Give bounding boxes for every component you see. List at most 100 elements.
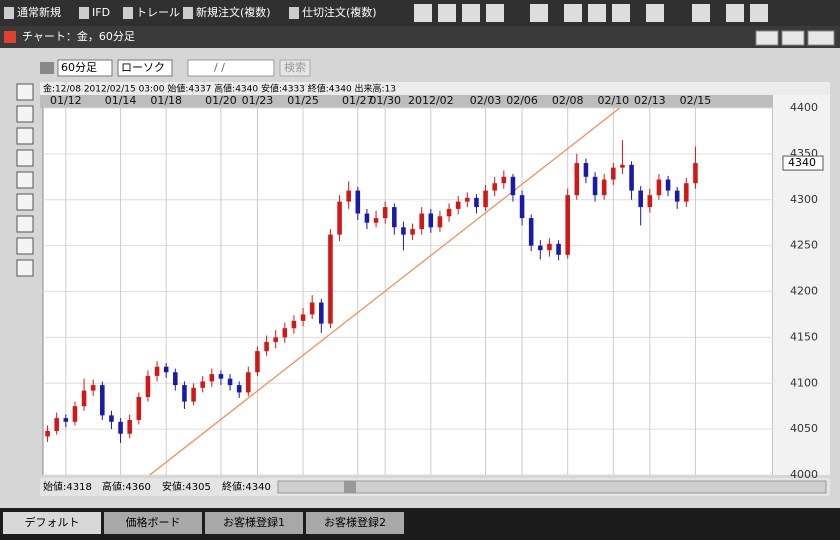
side-tool[interactable] bbox=[16, 171, 34, 189]
restore-button[interactable] bbox=[781, 30, 805, 46]
minimize-button[interactable] bbox=[755, 30, 779, 46]
x-tick-label: 01/25 bbox=[287, 94, 319, 107]
side-tool[interactable] bbox=[16, 215, 34, 233]
candle-body bbox=[255, 351, 260, 373]
tool-button[interactable] bbox=[530, 4, 548, 22]
tab[interactable] bbox=[306, 512, 404, 534]
tool-button[interactable] bbox=[414, 4, 432, 22]
candle-body bbox=[291, 320, 297, 329]
close-button[interactable] bbox=[807, 30, 835, 46]
window-icon bbox=[4, 31, 16, 43]
candle-body bbox=[583, 163, 589, 177]
x-tick-label: 02/06 bbox=[506, 94, 538, 107]
side-tool[interactable] bbox=[16, 193, 34, 211]
candle-body bbox=[601, 179, 607, 196]
candle-body bbox=[373, 218, 379, 223]
tool-button[interactable] bbox=[462, 4, 480, 22]
candle-body bbox=[182, 385, 187, 402]
toolbar-item[interactable]: 通常新規 bbox=[17, 5, 61, 19]
style-select[interactable] bbox=[117, 59, 173, 77]
x-tick-label: 01/14 bbox=[105, 94, 137, 107]
candle-body bbox=[319, 302, 324, 324]
search-button[interactable] bbox=[279, 59, 311, 77]
candle-body bbox=[592, 176, 598, 196]
side-tool[interactable] bbox=[16, 259, 34, 277]
x-tick-label: 02/08 bbox=[552, 94, 584, 107]
candle-body bbox=[127, 419, 132, 434]
toolbar-item[interactable]: IFD bbox=[92, 6, 110, 19]
side-tool[interactable] bbox=[16, 83, 34, 101]
candle-body bbox=[364, 213, 370, 223]
side-tool[interactable] bbox=[16, 105, 34, 123]
scrollbar[interactable] bbox=[277, 480, 827, 494]
side-tool[interactable] bbox=[16, 149, 34, 167]
scroll-thumb[interactable] bbox=[344, 481, 356, 493]
icon bbox=[183, 7, 193, 19]
candle-body bbox=[483, 190, 488, 208]
footer-open: 始値:4318 bbox=[43, 480, 92, 493]
candle-body bbox=[428, 213, 434, 228]
y-tick-label: 4000 bbox=[790, 468, 818, 481]
tool-button[interactable] bbox=[438, 4, 456, 22]
date-input[interactable] bbox=[187, 59, 275, 77]
x-tick-label: 02/03 bbox=[470, 94, 502, 107]
info-text: 金:12/08 2012/02/15 03:00 始値:4337 高値:4340… bbox=[43, 83, 396, 95]
style-value: ローソク bbox=[121, 61, 165, 74]
tool-button[interactable] bbox=[612, 4, 630, 22]
x-tick-label: 02/15 bbox=[680, 94, 712, 107]
candle-body bbox=[218, 374, 224, 379]
tool-button[interactable] bbox=[726, 4, 744, 22]
toolbar-item[interactable]: 新規注文(複数) bbox=[196, 5, 271, 19]
candle-body bbox=[674, 190, 680, 202]
candle-body bbox=[173, 372, 178, 386]
toolbar-item[interactable]: 仕切注文(複数) bbox=[302, 5, 377, 19]
candle-body bbox=[574, 163, 580, 196]
x-tick-label: 01/12 bbox=[50, 94, 82, 107]
candle-body bbox=[611, 167, 616, 180]
candle-body bbox=[355, 190, 361, 214]
icon bbox=[79, 7, 89, 19]
side-tool[interactable] bbox=[16, 237, 34, 255]
tab[interactable] bbox=[3, 512, 101, 534]
candle-body bbox=[328, 234, 333, 324]
candle-body bbox=[419, 213, 424, 230]
candle-body bbox=[638, 190, 643, 208]
tab[interactable] bbox=[104, 512, 202, 534]
candle-body bbox=[54, 418, 59, 431]
x-tick-label: 01/23 bbox=[242, 94, 274, 107]
candle-body bbox=[620, 164, 625, 168]
candle-body bbox=[163, 366, 169, 373]
x-tick-label: 02/13 bbox=[634, 94, 666, 107]
candle-body bbox=[665, 179, 671, 191]
footer-low: 安値:4305 bbox=[162, 480, 211, 493]
candle-body bbox=[556, 243, 561, 255]
tool-button[interactable] bbox=[486, 4, 504, 22]
tool-button[interactable] bbox=[750, 4, 768, 22]
date-axis-bar bbox=[40, 95, 830, 108]
candle-body bbox=[109, 415, 114, 422]
icon bbox=[4, 7, 14, 19]
candle-body bbox=[547, 243, 552, 251]
tool-button[interactable] bbox=[692, 4, 710, 22]
candle-body bbox=[474, 197, 479, 208]
tool-button[interactable] bbox=[564, 4, 582, 22]
side-tool[interactable] bbox=[16, 127, 34, 145]
candle-body bbox=[145, 375, 151, 398]
candle-body bbox=[81, 390, 87, 407]
window-titlebar bbox=[0, 26, 840, 48]
candle-body bbox=[309, 302, 315, 315]
tool-button[interactable] bbox=[646, 4, 664, 22]
candle-body bbox=[282, 328, 288, 338]
candle-body bbox=[118, 421, 123, 434]
tool-button[interactable] bbox=[588, 4, 606, 22]
interval-select[interactable] bbox=[57, 59, 113, 77]
candle-body bbox=[465, 197, 470, 202]
candle-body bbox=[100, 385, 105, 416]
tab[interactable] bbox=[205, 512, 303, 534]
candle-body bbox=[446, 208, 452, 217]
toolbar-item[interactable]: トレール bbox=[136, 6, 180, 19]
candle-body bbox=[510, 176, 516, 196]
footer-close: 終値:4340 bbox=[222, 480, 271, 493]
candle-body bbox=[519, 195, 525, 219]
